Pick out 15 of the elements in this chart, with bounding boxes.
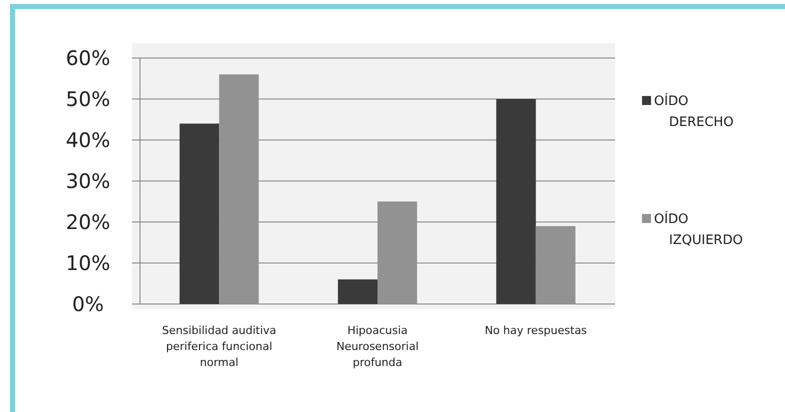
x-tick-label: No hay respuestas [484, 324, 588, 337]
x-tick-label: Sensibilidad auditiva periferica funcional normal [162, 324, 276, 369]
bar [180, 124, 220, 304]
y-tick-label: 60% [66, 46, 110, 70]
y-tick-label: 30% [66, 169, 110, 193]
y-tick-label: 40% [66, 128, 110, 152]
legend-label: OÍDO IZQUIERDO [654, 210, 743, 248]
legend-label: OÍDO DERECHO [654, 92, 734, 130]
bar [496, 99, 536, 304]
y-tick-label: 10% [66, 251, 110, 275]
bar [338, 279, 378, 304]
y-tick-label: 50% [66, 87, 110, 111]
x-tick-label: Hipoacusia Neurosensorial profunda [336, 324, 419, 369]
y-tick-label: 20% [66, 210, 110, 234]
y-tick-label: 0% [72, 292, 104, 316]
